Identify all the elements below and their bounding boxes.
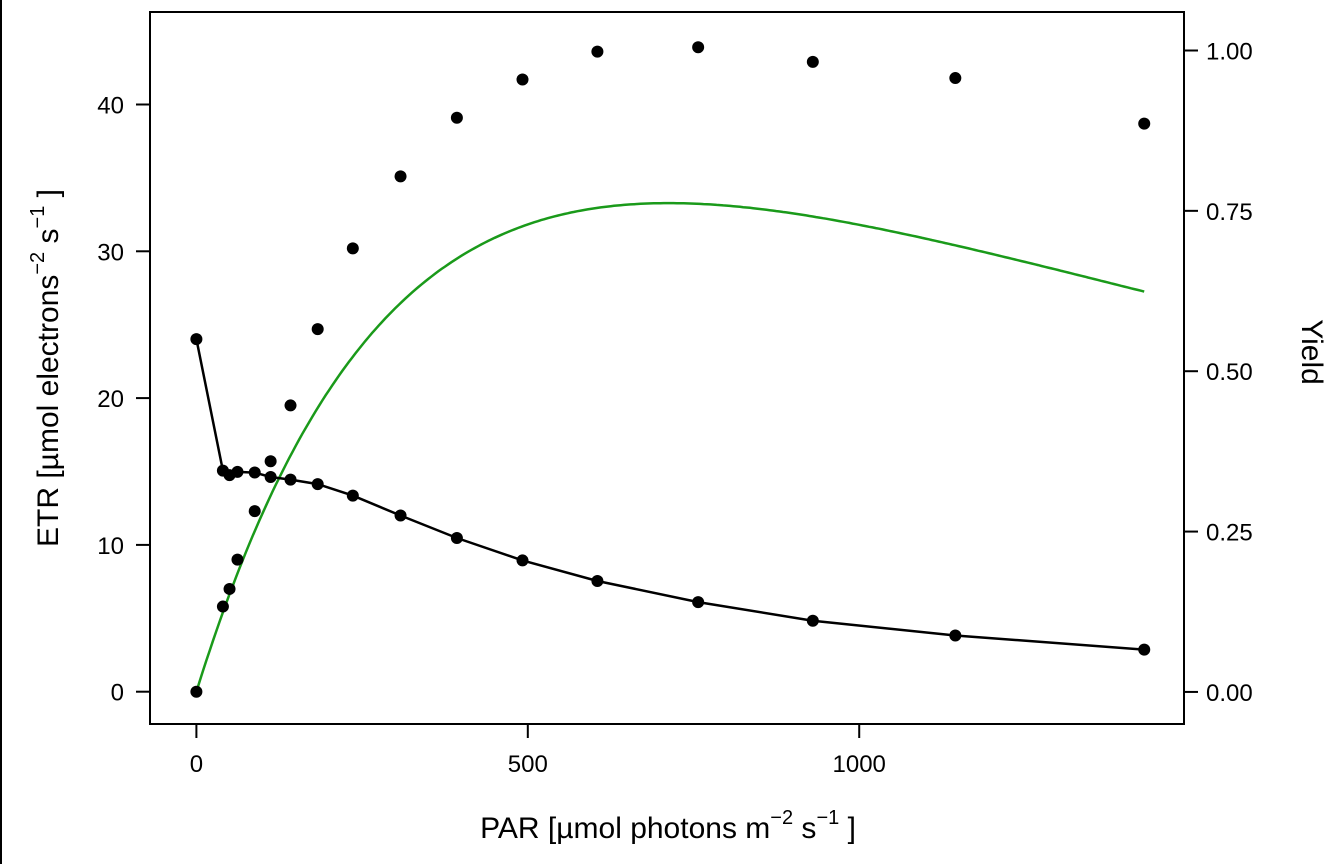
etr-point	[190, 685, 203, 698]
etr-point	[806, 55, 819, 68]
y-left-tick-label: 20	[97, 386, 124, 413]
yield-point	[450, 531, 463, 544]
etr-point	[216, 600, 229, 613]
y-right-axis-title: Yield	[1295, 319, 1328, 385]
yield-point	[591, 574, 604, 587]
etr-point	[1138, 117, 1151, 130]
y-left-tick-label: 40	[97, 92, 124, 119]
yield-point	[949, 629, 962, 642]
y-right-tick-label: 0.50	[1206, 359, 1253, 386]
y-left-axis: 0 10 20 30 40	[97, 92, 150, 707]
yield-point	[394, 509, 407, 522]
y-left-tick-label: 30	[97, 239, 124, 266]
yield-point	[264, 471, 277, 484]
x-tick-label: 1000	[833, 751, 886, 778]
yield-point	[284, 473, 297, 486]
y-right-tick-label: 0.75	[1206, 199, 1253, 226]
etr-point	[450, 111, 463, 124]
y-right-tick-label: 0.25	[1206, 520, 1253, 547]
etr-point	[223, 582, 236, 595]
etr-point	[692, 41, 705, 54]
etr-point	[591, 45, 604, 58]
x-tick-label: 0	[190, 751, 203, 778]
etr-point	[311, 323, 324, 336]
yield-point	[516, 554, 529, 567]
y-right-axis: 0.00 0.25 0.50 0.75 1.00	[1184, 38, 1253, 707]
y-left-axis-title: ETR [µmol electrons−2 s−1 ]	[27, 189, 65, 547]
etr-point	[394, 170, 407, 183]
y-right-tick-label: 1.00	[1206, 38, 1253, 65]
etr-point	[248, 505, 261, 518]
etr-point	[231, 553, 244, 566]
x-axis: 0 500 1000	[190, 724, 886, 778]
yield-line	[195, 338, 1145, 651]
yield-point	[231, 465, 244, 478]
y-right-tick-label: 0.00	[1206, 680, 1253, 707]
yield-point	[190, 333, 203, 346]
y-left-tick-label: 10	[97, 533, 124, 560]
etr-point	[949, 72, 962, 85]
etr-point	[284, 399, 297, 412]
etr-point	[516, 73, 529, 86]
yield-point	[311, 478, 324, 491]
etr-point	[346, 242, 359, 255]
etr-fit-curve	[195, 201, 1145, 693]
yield-point	[1138, 643, 1151, 656]
x-axis-title: PAR [µmol photons m−2 s−1 ]	[480, 807, 856, 845]
yield-point	[806, 614, 819, 627]
series-layer	[190, 41, 1151, 698]
y-left-tick-label: 0	[111, 680, 124, 707]
plot-frame	[149, 11, 1185, 725]
yield-point	[248, 466, 261, 479]
yield-point	[692, 596, 705, 609]
yield-point	[346, 489, 359, 502]
x-tick-label: 500	[508, 751, 548, 778]
etr-point	[264, 455, 277, 468]
